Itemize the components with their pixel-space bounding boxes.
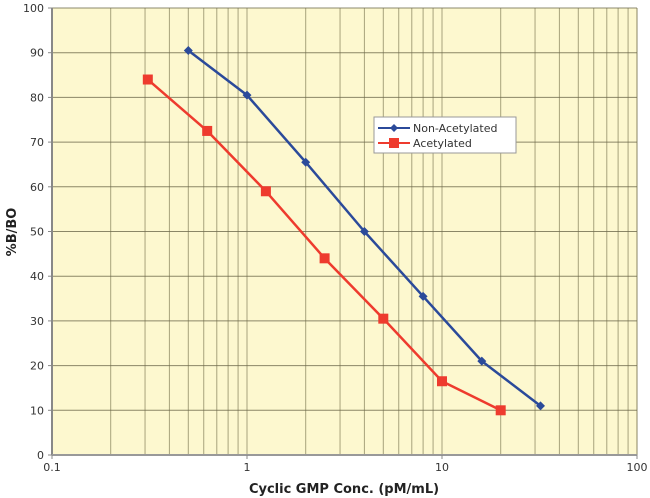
square-marker-icon (378, 313, 389, 324)
square-marker-icon (202, 125, 213, 136)
legend: Non-Acetylated Acetylated (373, 116, 517, 154)
y-tick-label: 50 (30, 226, 44, 239)
square-marker-icon (260, 186, 271, 197)
diamond-marker-icon (301, 157, 311, 167)
y-tick-label: 10 (30, 404, 44, 417)
x-axis-ticks: 0.1 1 10 100 (43, 455, 648, 474)
diamond-marker-icon (477, 356, 487, 366)
square-marker-icon (495, 405, 506, 416)
y-tick-label: 30 (30, 315, 44, 328)
diamond-marker-icon (536, 401, 546, 411)
diamond-marker-icon (418, 291, 428, 301)
y-tick-label: 100 (23, 2, 44, 15)
legend-label-non-acetylated: Non-Acetylated (413, 122, 498, 135)
y-tick-label: 90 (30, 47, 44, 60)
y-axis-title: %B/BO (5, 208, 20, 257)
y-tick-label: 0 (37, 449, 44, 462)
x-tick-label: 10 (435, 461, 449, 474)
square-marker-icon (389, 138, 399, 148)
y-tick-label: 60 (30, 181, 44, 194)
x-tick-label: 1 (244, 461, 251, 474)
y-tick-label: 80 (30, 91, 44, 104)
data-series (142, 45, 546, 416)
legend-item-acetylated: Acetylated (378, 137, 472, 150)
diamond-marker-icon (359, 227, 369, 236)
square-marker-icon (319, 253, 330, 264)
y-tick-label: 20 (30, 360, 44, 373)
square-marker-icon (437, 376, 447, 387)
legend-item-non-acetylated: Non-Acetylated (378, 122, 498, 135)
y-tick-label: 70 (30, 136, 44, 149)
series-acetylated (142, 74, 506, 416)
legend-label-acetylated: Acetylated (413, 137, 472, 150)
diamond-marker-icon (390, 124, 398, 132)
square-marker-icon (142, 74, 153, 85)
y-tick-label: 40 (30, 270, 44, 283)
x-axis-title: Cyclic GMP Conc. (pM/mL) (249, 482, 439, 497)
y-axis-ticks: 0 10 20 30 40 50 60 70 80 90 100 (23, 2, 52, 462)
x-tick-label: 100 (627, 461, 648, 474)
grid-lines (52, 7, 638, 456)
diamond-marker-icon (183, 45, 193, 55)
series-non-acetylated (183, 45, 546, 411)
diamond-marker-icon (242, 90, 252, 100)
x-tick-label: 0.1 (43, 461, 61, 474)
